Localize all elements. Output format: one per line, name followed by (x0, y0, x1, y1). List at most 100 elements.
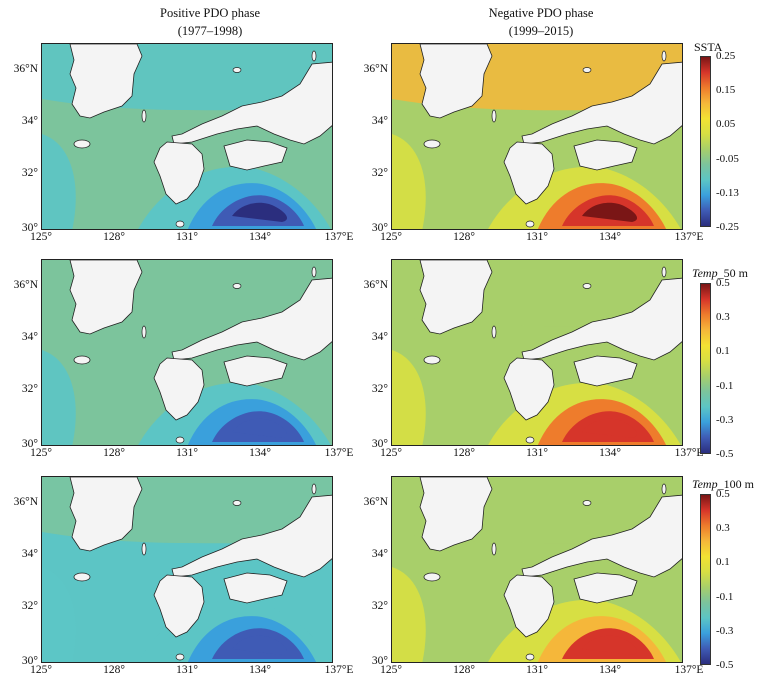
longitude-tick-label: 134° (599, 664, 621, 676)
land-kyushu (503, 141, 555, 205)
longitude-tick-label: 131° (176, 664, 198, 676)
colorbar-tick-label: 0.1 (716, 556, 730, 569)
land-jeju (423, 572, 441, 582)
colorbar (700, 56, 711, 227)
latitude-tick-label: 34° (21, 331, 38, 343)
longitude-tick-label: 131° (176, 231, 198, 243)
colorbar-tick-label: 0.5 (716, 488, 730, 500)
land-sado (311, 483, 317, 495)
map-panel (391, 259, 683, 446)
land-shikoku (573, 355, 638, 387)
land-korea (69, 477, 143, 552)
land-sado (661, 266, 667, 278)
longitude-tick-label: 137°E (674, 664, 704, 676)
land-shikoku (573, 572, 638, 604)
land-jeju (423, 139, 441, 149)
longitude-tick-label: 131° (176, 447, 198, 459)
land-tanegashima (525, 436, 535, 444)
land-jeju (73, 355, 91, 365)
land-korea (69, 44, 143, 119)
land-oki (232, 500, 242, 506)
anomaly-contour-inner (232, 202, 288, 222)
latitude-tick-label: 36°N (13, 496, 38, 508)
map-panel (391, 43, 683, 230)
land-shikoku (573, 139, 638, 171)
latitude-tick-label: 32° (371, 600, 388, 612)
latitude-tick-label: 32° (21, 383, 38, 395)
longitude-tick-label: 128° (453, 447, 475, 459)
land-kyushu (153, 574, 205, 638)
colorbar-tick-label: 0.3 (716, 311, 730, 324)
longitude-tick-label: 128° (103, 664, 125, 676)
land-tsushima (141, 542, 147, 556)
longitude-tick-label: 128° (453, 664, 475, 676)
anomaly-contour-inner (232, 418, 288, 438)
colorbar-tick-label: 0.15 (716, 84, 736, 97)
column-title-text: Negative PDO phase (488, 6, 594, 20)
land-oki (582, 283, 592, 289)
latitude-tick-label: 30° (371, 655, 388, 667)
land-tsushima (491, 109, 497, 123)
column-title-negative-pdo: Negative PDO phase (1999–2015) (391, 4, 691, 40)
column-title-positive-pdo: Positive PDO phase (1977–1998) (60, 4, 360, 40)
map-panel (41, 43, 333, 230)
colorbar-tick-label: -0.3 (716, 413, 734, 426)
longitude-tick-label: 128° (453, 231, 475, 243)
latitude-tick-label: 30° (21, 222, 38, 234)
land-shikoku (223, 355, 288, 387)
land-sado (661, 483, 667, 495)
longitude-tick-label: 125° (380, 447, 402, 459)
land-tanegashima (175, 653, 185, 661)
longitude-tick-label: 125° (30, 664, 52, 676)
land-jeju (73, 139, 91, 149)
field-west-band (42, 567, 76, 662)
latitude-tick-label: 34° (371, 115, 388, 127)
colorbar-tick-label: 0.05 (716, 118, 736, 131)
anomaly-contour-inner (582, 635, 638, 655)
longitude-tick-label: 134° (599, 231, 621, 243)
land-oki (582, 500, 592, 506)
longitude-tick-label: 125° (380, 231, 402, 243)
latitude-tick-label: 32° (21, 600, 38, 612)
anomaly-contour-inner (582, 418, 638, 438)
longitude-tick-label: 134° (249, 231, 271, 243)
field-west-band (42, 134, 76, 229)
land-kyushu (503, 574, 555, 638)
latitude-tick-label: 32° (371, 383, 388, 395)
land-shikoku (223, 572, 288, 604)
latitude-tick-label: 30° (21, 655, 38, 667)
latitude-tick-label: 34° (21, 548, 38, 560)
latitude-tick-label: 30° (21, 438, 38, 450)
colorbar-tick-label: 0.25 (716, 50, 736, 62)
longitude-tick-label: 125° (30, 447, 52, 459)
latitude-tick-label: 34° (21, 115, 38, 127)
land-oki (582, 67, 592, 73)
land-sado (311, 266, 317, 278)
field-west-band (42, 350, 76, 445)
field-west-band (392, 134, 426, 229)
latitude-tick-label: 36°N (363, 63, 388, 75)
land-kyushu (503, 357, 555, 421)
longitude-tick-label: 125° (380, 664, 402, 676)
land-tsushima (141, 325, 147, 339)
colorbar-tick-label: -0.5 (716, 659, 734, 671)
colorbar-tick-label: -0.1 (716, 379, 734, 392)
land-jeju (423, 355, 441, 365)
land-tanegashima (175, 220, 185, 228)
longitude-tick-label: 128° (103, 447, 125, 459)
field-west-band (392, 350, 426, 445)
longitude-tick-label: 131° (526, 447, 548, 459)
colorbar-tick-label: -0.3 (716, 624, 734, 637)
map-panel (41, 259, 333, 446)
column-subtitle-text: (1977–1998) (177, 24, 243, 38)
land-shikoku (223, 139, 288, 171)
colorbar-tick-label: 0.1 (716, 345, 730, 358)
land-tsushima (491, 325, 497, 339)
latitude-tick-label: 36°N (363, 279, 388, 291)
longitude-tick-label: 137°E (324, 447, 354, 459)
longitude-tick-label: 134° (599, 447, 621, 459)
colorbar-tick-label: -0.05 (716, 152, 739, 165)
latitude-tick-label: 34° (371, 331, 388, 343)
map-panel (391, 476, 683, 663)
colorbar-title: Temp_50 m (692, 266, 748, 280)
